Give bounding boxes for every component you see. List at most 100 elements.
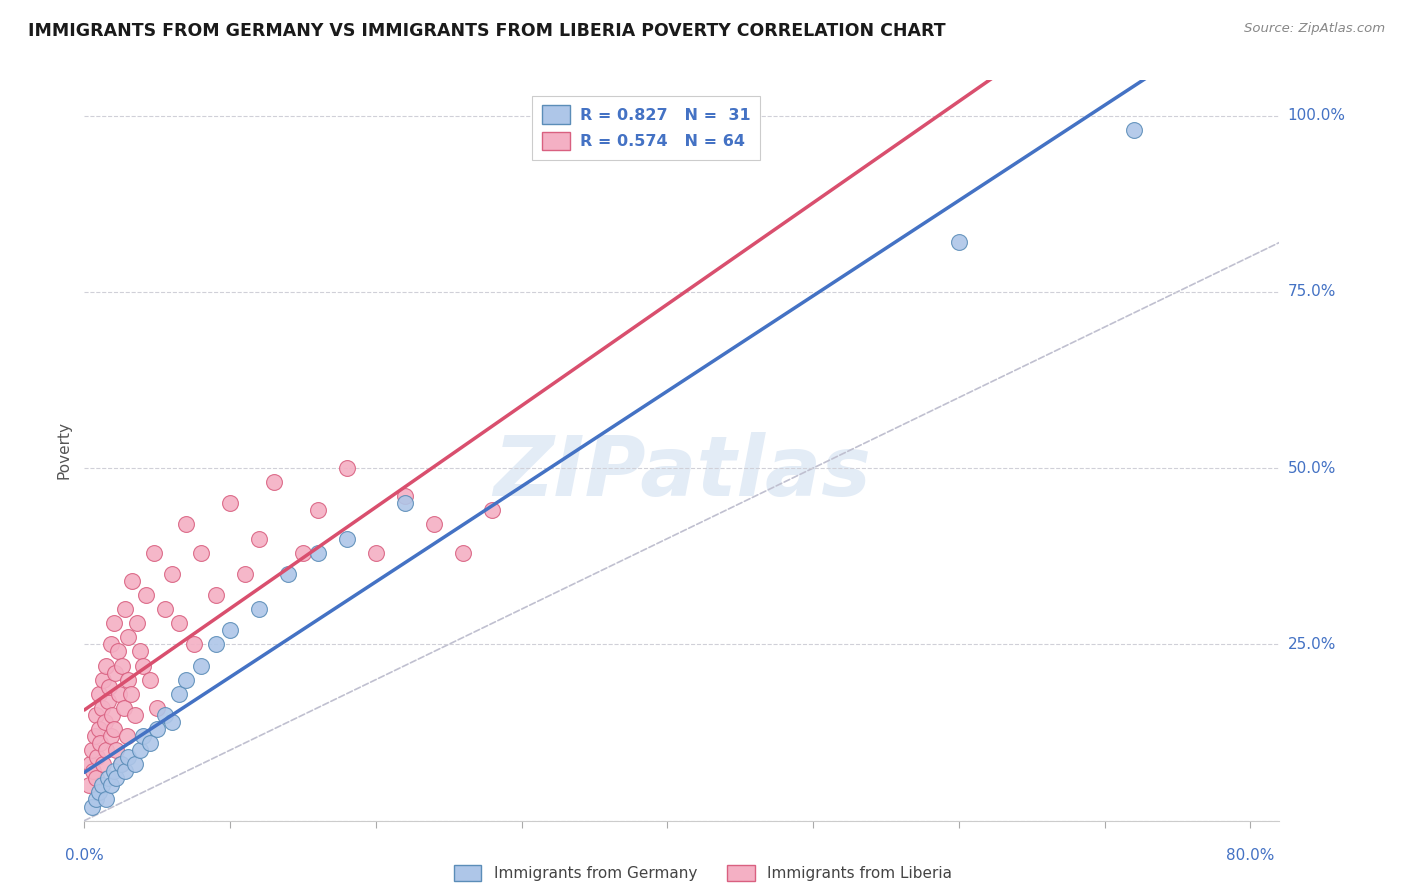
Point: [100, 729, 122, 743]
Point: [110, 757, 132, 772]
Text: 50.0%: 50.0%: [1288, 460, 1336, 475]
Point: [143, 546, 166, 560]
Point: [112, 701, 135, 715]
Point: [94, 714, 117, 729]
Point: [263, 475, 285, 490]
Point: [336, 461, 359, 475]
Point: [128, 743, 150, 757]
Point: [1122, 122, 1144, 136]
Point: [100, 637, 122, 651]
Point: [87, 785, 110, 799]
Point: [153, 707, 176, 722]
Point: [128, 644, 150, 658]
Point: [90, 701, 112, 715]
Point: [131, 729, 153, 743]
Point: [423, 517, 446, 532]
Point: [84, 772, 107, 786]
Point: [336, 532, 359, 546]
Text: ZIPatlas: ZIPatlas: [494, 432, 870, 513]
Point: [167, 616, 190, 631]
Point: [117, 673, 139, 687]
Point: [394, 489, 416, 503]
Point: [307, 503, 329, 517]
Point: [111, 658, 134, 673]
Point: [96, 658, 118, 673]
Point: [364, 546, 387, 560]
Text: 25.0%: 25.0%: [1288, 637, 1336, 652]
Point: [307, 546, 329, 560]
Point: [277, 566, 299, 581]
Point: [84, 707, 107, 722]
Text: IMMIGRANTS FROM GERMANY VS IMMIGRANTS FROM LIBERIA POVERTY CORRELATION CHART: IMMIGRANTS FROM GERMANY VS IMMIGRANTS FR…: [28, 22, 946, 40]
Point: [100, 778, 122, 792]
Point: [131, 658, 153, 673]
Point: [115, 729, 138, 743]
Point: [87, 722, 110, 736]
Point: [91, 673, 114, 687]
Point: [91, 757, 114, 772]
Text: 100.0%: 100.0%: [1288, 108, 1346, 123]
Point: [291, 546, 314, 560]
Point: [121, 574, 143, 588]
Point: [82, 764, 104, 779]
Point: [153, 602, 176, 616]
Point: [97, 772, 120, 786]
Point: [103, 764, 125, 779]
Point: [190, 546, 212, 560]
Point: [176, 517, 198, 532]
Point: [204, 588, 226, 602]
Point: [87, 687, 110, 701]
Point: [139, 673, 162, 687]
Point: [80, 799, 103, 814]
Point: [160, 566, 183, 581]
Legend: Immigrants from Germany, Immigrants from Liberia: Immigrants from Germany, Immigrants from…: [447, 859, 959, 888]
Point: [104, 665, 127, 680]
Point: [394, 496, 416, 510]
Point: [101, 707, 124, 722]
Point: [83, 729, 105, 743]
Point: [105, 772, 128, 786]
Point: [77, 778, 100, 792]
Point: [135, 588, 157, 602]
Point: [167, 687, 190, 701]
Point: [219, 624, 242, 638]
Point: [124, 707, 146, 722]
Point: [481, 503, 503, 517]
Text: 75.0%: 75.0%: [1288, 285, 1336, 300]
Point: [183, 637, 205, 651]
Point: [117, 630, 139, 644]
Point: [125, 616, 148, 631]
Text: 80.0%: 80.0%: [1226, 848, 1274, 863]
Point: [103, 722, 125, 736]
Point: [453, 546, 475, 560]
Point: [247, 532, 270, 546]
Point: [219, 496, 242, 510]
Point: [80, 743, 103, 757]
Point: [114, 602, 136, 616]
Point: [110, 757, 132, 772]
Point: [190, 658, 212, 673]
Point: [103, 616, 125, 631]
Point: [948, 235, 970, 250]
Point: [176, 673, 198, 687]
Point: [90, 778, 112, 792]
Point: [160, 714, 183, 729]
Point: [233, 566, 256, 581]
Y-axis label: Poverty: Poverty: [56, 421, 72, 480]
Point: [204, 637, 226, 651]
Point: [96, 743, 118, 757]
Point: [146, 701, 169, 715]
Legend: R = 0.827   N =  31, R = 0.574   N = 64: R = 0.827 N = 31, R = 0.574 N = 64: [531, 95, 761, 160]
Point: [97, 694, 120, 708]
Text: 0.0%: 0.0%: [65, 848, 104, 863]
Point: [124, 757, 146, 772]
Point: [146, 722, 169, 736]
Text: Source: ZipAtlas.com: Source: ZipAtlas.com: [1244, 22, 1385, 36]
Point: [84, 792, 107, 806]
Point: [107, 644, 129, 658]
Point: [89, 736, 111, 750]
Point: [98, 680, 121, 694]
Point: [114, 764, 136, 779]
Point: [108, 687, 131, 701]
Point: [139, 736, 162, 750]
